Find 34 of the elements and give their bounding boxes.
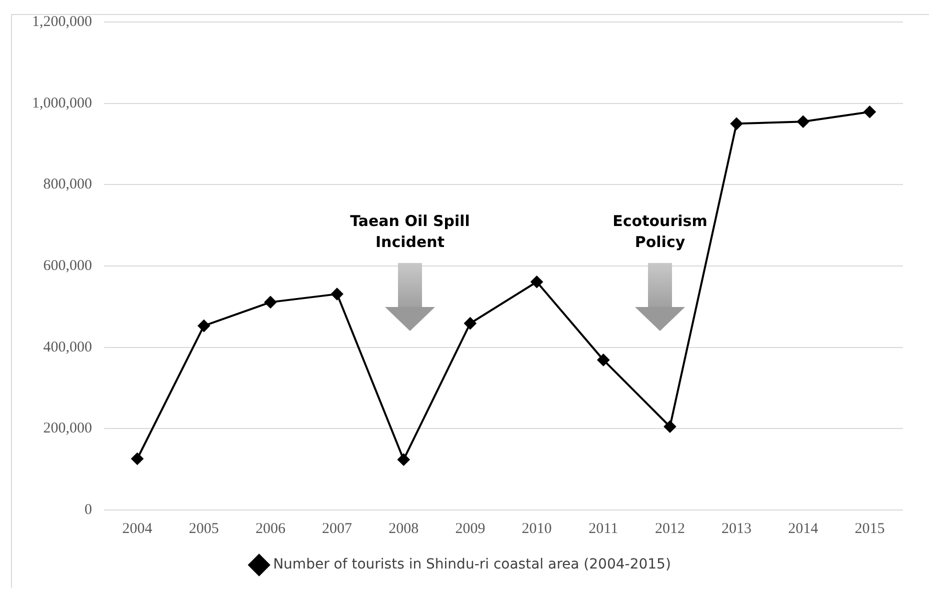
x-tick-label: 2010 — [522, 520, 552, 537]
point — [398, 454, 410, 466]
point — [331, 288, 344, 300]
point — [131, 452, 144, 465]
y-tick-label: 1,200,000 — [32, 14, 92, 30]
y-tick-label: 800,000 — [43, 176, 92, 193]
point — [264, 296, 276, 308]
x-tick-label: 2013 — [722, 520, 752, 537]
x-tick-label: 2009 — [455, 520, 486, 537]
point — [864, 106, 876, 118]
x-tick-label: 2006 — [255, 520, 286, 537]
y-tick-label: 0 — [84, 502, 92, 518]
point — [797, 116, 810, 128]
x-tick-label: 2007 — [322, 520, 353, 537]
x-tick-label: 2008 — [388, 520, 419, 537]
y-tick-label: 600,000 — [43, 258, 92, 274]
x-tick-label: 2014 — [788, 520, 819, 537]
point — [730, 118, 743, 130]
point — [464, 317, 476, 330]
legend-label: Number of tourists in Shindu-ri coastal area (2004-2015) — [273, 556, 671, 573]
x-tick-label: 2005 — [188, 520, 219, 537]
x-tick-label: 2015 — [854, 520, 885, 537]
y-tick-label: 400,000 — [43, 339, 92, 356]
point — [664, 420, 676, 433]
point — [530, 276, 543, 288]
y-tick-label: 1,000,000 — [32, 95, 92, 112]
point — [597, 354, 610, 366]
annotation: Taean Oil Spill Incident — [350, 211, 470, 253]
point — [198, 320, 210, 332]
x-tick-label: 2004 — [122, 520, 153, 537]
x-tick-label: 2011 — [588, 520, 618, 537]
y-tick-label: 200,000 — [43, 420, 92, 437]
x-tick-label: 2012 — [654, 520, 685, 537]
annotation: Ecotourism Policy — [612, 211, 708, 253]
